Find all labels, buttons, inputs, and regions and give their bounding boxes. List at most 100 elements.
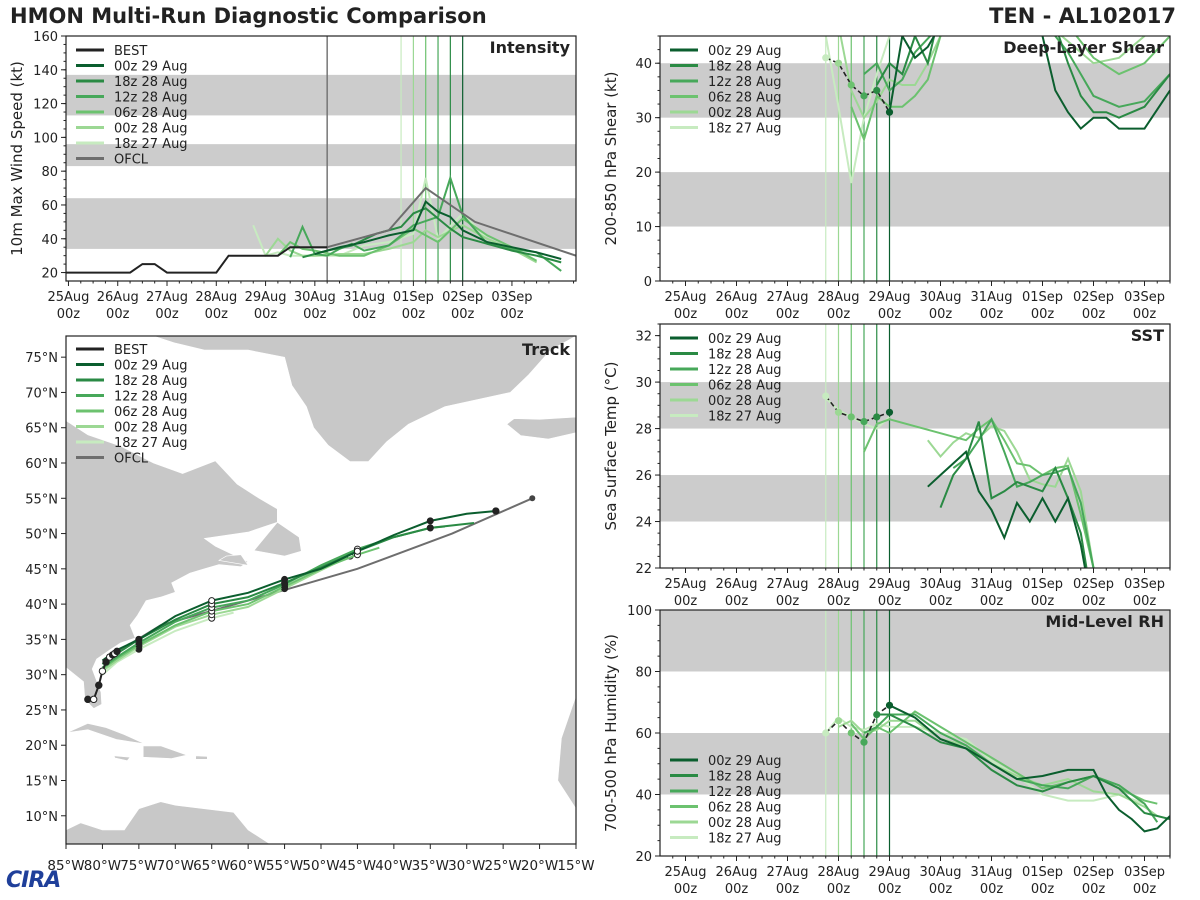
intensity-xtick-label: 30Aug	[294, 290, 336, 305]
sst-ytick-label: 30	[635, 376, 652, 391]
sst-ytick-label: 32	[635, 330, 652, 345]
track-xtick-label: 70°W	[157, 858, 194, 874]
intensity-legend-label-run-2: 12z 28 Aug	[114, 91, 188, 106]
intensity-xtick-label: 02Sep	[442, 290, 483, 305]
intensity-best-line	[66, 246, 328, 274]
intensity-xtick-sublabel: 00z	[155, 307, 179, 322]
track-legend-label-run-3: 06z 28 Aug	[114, 405, 188, 420]
shear-ylabel: 200-850 hPa Shear (kt)	[602, 72, 620, 246]
track-best-point	[95, 681, 103, 689]
sst-xtick-label: 27Aug	[767, 577, 809, 592]
shear-legend-label-run-0: 00z 29 Aug	[708, 44, 782, 59]
track-xtick-label: 75°W	[120, 858, 157, 874]
sst-best-marker-5	[822, 392, 830, 400]
sst-xtick-sublabel: 00z	[674, 594, 698, 609]
intensity-ofcl-line	[326, 186, 576, 257]
sst-ytick-label: 22	[635, 562, 652, 577]
sst-legend-label-run-4: 00z 28 Aug	[708, 394, 782, 409]
shear-xtick-sublabel: 00z	[674, 307, 698, 322]
sst-best-marker-0	[885, 408, 894, 416]
track-point-0	[426, 517, 434, 525]
rh-ylabel: 700-500 hPa Humidity (%)	[602, 634, 620, 832]
track-xtick-label: 35°W	[412, 858, 449, 874]
sst-xtick-sublabel: 00z	[929, 594, 953, 609]
shear-xtick-label: 03Sep	[1124, 290, 1165, 305]
shear-xtick-label: 29Aug	[869, 290, 911, 305]
track-series-3	[101, 546, 380, 670]
intensity-xtick-sublabel: 00z	[402, 307, 426, 322]
intensity-title: Intensity	[490, 38, 571, 57]
track-xtick-label: 85°W	[47, 858, 84, 874]
sst-series-4	[927, 425, 1095, 568]
track-point-1	[426, 524, 434, 532]
intensity-ytick-label: 40	[41, 233, 58, 248]
track-title: Track	[522, 340, 570, 359]
north-america-land	[66, 336, 278, 709]
shear-legend-label-run-3: 06z 28 Aug	[708, 91, 782, 106]
sst-xtick-label: 25Aug	[665, 577, 707, 592]
track-best-point	[89, 695, 98, 704]
rh-xtick-sublabel: 00z	[674, 882, 698, 897]
rh-xtick-label: 01Sep	[1022, 865, 1063, 880]
sst-xtick-label: 31Aug	[971, 577, 1013, 592]
shear-band-0	[660, 172, 1170, 227]
track-land	[66, 336, 576, 844]
intensity-legend-label-run-4: 00z 28 Aug	[114, 122, 188, 137]
rh-series-1	[876, 713, 1170, 821]
track-xtick-label: 80°W	[84, 858, 121, 874]
sst-series-0	[927, 450, 1087, 568]
cira-logo: CIRA	[6, 868, 61, 893]
intensity-xtick-sublabel: 00z	[451, 307, 475, 322]
sst-title: SST	[1131, 326, 1164, 345]
intensity-xtick-label: 03Sep	[491, 290, 532, 305]
cuba-land	[67, 723, 145, 745]
track-legend-label-run-4: 00z 28 Aug	[114, 421, 188, 436]
sst-plot-area	[822, 324, 1095, 568]
shear-legend-label-run-1: 18z 28 Aug	[708, 60, 782, 75]
sst-best-marker-2	[860, 418, 868, 426]
intensity-xtick-sublabel: 00z	[254, 307, 278, 322]
rh-xtick-sublabel: 00z	[827, 882, 851, 897]
rh-xtick-label: 31Aug	[971, 865, 1013, 880]
intensity-xtick-label: 26Aug	[97, 290, 139, 305]
intensity-xtick-label: 29Aug	[245, 290, 287, 305]
rh-xtick-sublabel: 00z	[1082, 882, 1106, 897]
shear-xtick-sublabel: 00z	[1031, 307, 1055, 322]
track-ytick-label: 55°N	[25, 492, 58, 507]
rh-ytick-label: 40	[635, 789, 652, 804]
shear-legend-label-run-2: 12z 28 Aug	[708, 75, 782, 90]
shear-xtick-label: 31Aug	[971, 290, 1013, 305]
jamaica-land	[113, 755, 131, 762]
shear-best-marker-2	[860, 92, 868, 100]
track-legend-label-run-0: 00z 29 Aug	[114, 359, 188, 374]
track-ytick-label: 20°N	[25, 739, 58, 754]
sst-xtick-sublabel: 00z	[776, 594, 800, 609]
rh-legend-label-run-1: 18z 28 Aug	[708, 770, 782, 785]
track-point-0	[208, 597, 216, 605]
intensity-xtick-label: 01Sep	[393, 290, 434, 305]
sst-ylabel: Sea Surface Temp (°C)	[602, 361, 620, 530]
sst-legend-label-run-1: 18z 28 Aug	[708, 348, 782, 363]
storm-id: TEN - AL102017	[989, 4, 1176, 28]
rh-xtick-label: 28Aug	[818, 865, 860, 880]
track-ytick-label: 35°N	[25, 633, 58, 648]
shear-series-4	[839, 36, 1146, 120]
nova-scotia-land	[218, 554, 249, 566]
intensity-legend-label-best: BEST	[114, 44, 147, 59]
rh-xtick-label: 25Aug	[665, 865, 707, 880]
rh-xtick-sublabel: 00z	[980, 882, 1004, 897]
intensity-legend-label-ofcl: OFCL	[114, 153, 149, 168]
shear-xtick-sublabel: 00z	[980, 307, 1004, 322]
intensity-frame	[65, 35, 577, 282]
track-series-5	[101, 611, 234, 676]
intensity-legend-label-run-5: 18z 27 Aug	[114, 137, 188, 152]
intensity-xtick-label: 27Aug	[146, 290, 188, 305]
rh-xtick-sublabel: 00z	[1133, 882, 1157, 897]
track-ytick-label: 45°N	[25, 563, 58, 578]
intensity-xtick-sublabel: 00z	[500, 307, 524, 322]
intensity-ytick-label: 140	[33, 64, 58, 79]
rh-xtick-label: 30Aug	[920, 865, 962, 880]
intensity-legend-label-run-1: 18z 28 Aug	[114, 75, 188, 90]
shear-xtick-sublabel: 00z	[1133, 307, 1157, 322]
